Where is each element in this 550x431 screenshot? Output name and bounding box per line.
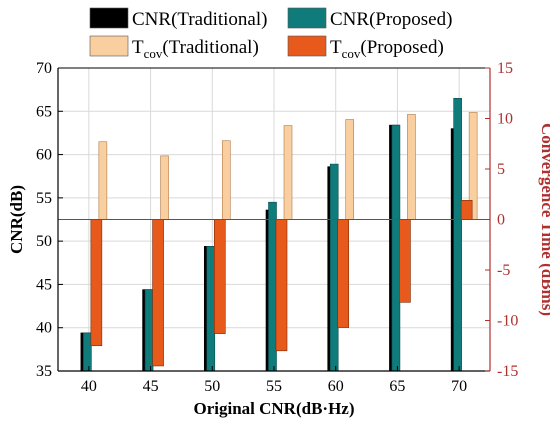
legend-label: CNR(Proposed) — [330, 9, 452, 30]
bar-tcovtraditional-40 — [98, 141, 108, 220]
bar-tcovproposed-60 — [337, 219, 350, 328]
y-left-tick-label: 40 — [36, 320, 52, 337]
y-left-tick-label: 55 — [36, 190, 52, 207]
bar-tcovproposed-55 — [275, 219, 288, 352]
x-tick-label: 40 — [81, 378, 97, 395]
legend: CNR(Traditional) CNR(Proposed) Tcov(Tradit… — [89, 7, 452, 61]
bar-tcovproposed-45 — [152, 219, 164, 367]
y-right-tick-label: 15 — [497, 60, 513, 77]
y-left-tick-label: 65 — [36, 103, 52, 120]
bar-tcovtraditional-50 — [221, 140, 231, 220]
bar-cnrproposed-40 — [83, 332, 92, 372]
y-right-tick-label: -15 — [497, 363, 518, 380]
bar-tcovtraditional-60 — [345, 119, 355, 220]
legend-label: Tcov(Traditional) — [132, 37, 259, 61]
x-tick-label: 50 — [204, 378, 220, 395]
y-left-tick-label: 50 — [36, 233, 52, 250]
bar-tcovproposed-70 — [460, 200, 473, 220]
y-right-tick-label: -5 — [497, 262, 510, 279]
y-left-tick-label: 35 — [36, 363, 52, 380]
bar-tcovproposed-40 — [90, 219, 103, 347]
bar-cnrproposed-70 — [453, 98, 462, 372]
x-tick-label: 70 — [451, 378, 467, 395]
x-tick-label: 60 — [328, 378, 344, 395]
legend-label: CNR(Traditional) — [132, 9, 267, 30]
bar-cnrproposed-50 — [206, 246, 216, 372]
bar-cnrproposed-60 — [329, 163, 339, 372]
bar-tcovtraditional-65 — [407, 114, 416, 220]
y-axis-right-label: Convergence Time (dBms) — [538, 123, 550, 316]
x-tick-label: 55 — [266, 378, 282, 395]
bar-tcovproposed-65 — [399, 219, 411, 303]
y-right-tick-label: 10 — [497, 111, 513, 128]
x-axis-label: Original CNR(dB·Hz) — [193, 399, 354, 418]
bar-cnrproposed-65 — [391, 124, 401, 372]
x-tick-label: 45 — [143, 378, 159, 395]
bars — [80, 98, 478, 372]
y-axis-left-label: CNR(dB) — [7, 185, 26, 254]
bar-tcovtraditional-55 — [283, 125, 293, 220]
y-right-tick-label: 5 — [497, 161, 505, 178]
bar-tcovtraditional-45 — [160, 155, 169, 220]
y-left-tick-label: 60 — [36, 147, 52, 164]
x-tick-label: 65 — [389, 378, 405, 395]
bar-tcovproposed-50 — [213, 219, 226, 334]
bar-cnrproposed-45 — [144, 289, 154, 372]
tick-labels: 35 40 45 50 55 60 65 70 -15 -10 -5 0 5 10 15 40 45 50 55 60… — [36, 60, 518, 395]
legend-swatch — [287, 7, 327, 29]
legend-label: Tcov(Proposed) — [330, 37, 444, 61]
y-right-tick-label: 0 — [497, 212, 505, 229]
bar-cnrproposed-55 — [268, 201, 277, 372]
legend-swatch — [89, 7, 129, 29]
legend-swatch — [89, 35, 129, 57]
y-left-tick-label: 70 — [36, 60, 52, 77]
legend-swatch — [287, 35, 327, 57]
y-left-tick-label: 45 — [36, 276, 52, 293]
y-right-tick-label: -10 — [497, 313, 518, 330]
